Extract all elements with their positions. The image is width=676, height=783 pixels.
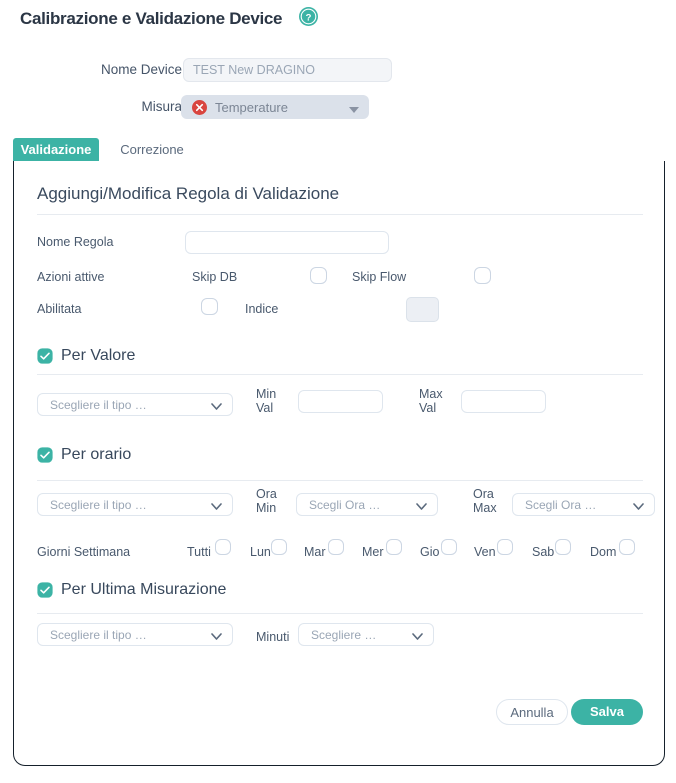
svg-text:?: ? (306, 12, 312, 23)
